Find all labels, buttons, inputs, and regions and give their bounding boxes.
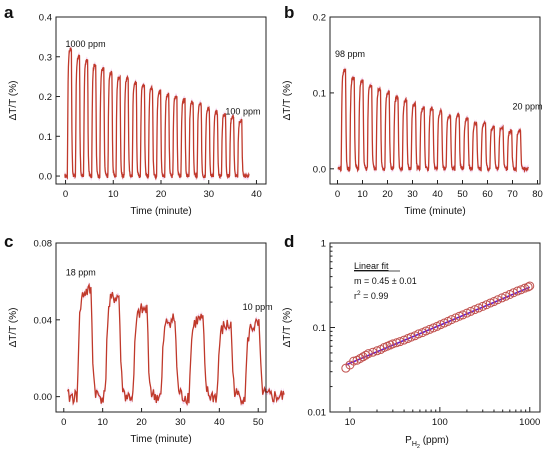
d-y-axis-label: ΔT/T (%)	[282, 308, 293, 348]
panel-a: a 0 10 20 30 40 0.0 0.1 0.2 0.3 0.4 Time (minute) ΔT…	[4, 3, 267, 217]
b-x-tick-label: 50	[457, 189, 468, 200]
d-data-point	[368, 347, 378, 357]
d-data-point	[481, 300, 491, 310]
d-x-tick-label: 100	[432, 417, 448, 428]
d-x-axis-label-sub: H	[412, 441, 417, 448]
b-x-tick-label: 0	[335, 189, 340, 200]
a-x-tick-label: 20	[156, 189, 167, 200]
c-plot-frame	[55, 242, 267, 413]
panel-c: c 0 10 20 30 40 50 0.00 0.04 0.08 Time (minute) ΔT/…	[4, 232, 285, 445]
b-x-tick-label: 20	[382, 189, 393, 200]
d-legend-r2-sup: 2	[357, 290, 361, 297]
panel-b: b 0 10 20 30 40 50 60 70 80 0.0 0.1 0.2 Time (minute)…	[282, 3, 543, 217]
b-x-tick-label: 70	[507, 189, 518, 200]
c-x-tick-label: 20	[136, 417, 147, 428]
c-x-tick-label: 50	[253, 417, 264, 428]
b-annotation: 98 ppm	[335, 49, 365, 59]
d-data-point	[466, 306, 476, 316]
c-y-tick-label: 0.08	[34, 239, 53, 250]
b-trace-line	[337, 68, 529, 173]
b-plot-frame	[329, 16, 541, 185]
d-data-point	[474, 303, 484, 313]
d-legend-slope: m = 0.45 ± 0.01	[354, 276, 417, 286]
b-annotation: 20 ppm	[513, 102, 543, 112]
d-data-point	[349, 356, 359, 366]
a-x-tick-label: 10	[108, 189, 119, 200]
b-x-tick-label: 30	[407, 189, 418, 200]
c-x-tick-label: 0	[61, 417, 66, 428]
a-annotation: 100 ppm	[225, 106, 260, 116]
d-data-point	[493, 295, 503, 305]
d-x-tick-label: 1000	[519, 417, 540, 428]
d-data-point	[363, 349, 373, 359]
d-data-point	[525, 281, 535, 291]
d-data-point	[458, 310, 468, 320]
panel-letter-c: c	[4, 232, 13, 251]
a-y-tick-label: 0.4	[39, 13, 52, 24]
a-trace-line	[64, 47, 250, 181]
panel-letter-d: d	[284, 232, 294, 251]
a-annotation: 1000 ppm	[66, 39, 106, 49]
c-trace-line	[67, 282, 285, 406]
a-y-tick-label: 0.0	[39, 172, 52, 183]
b-x-tick-label: 80	[532, 189, 543, 200]
b-x-axis-label: Time (minute)	[404, 206, 465, 217]
d-data-point	[501, 291, 511, 301]
b-y-tick-label: 0.2	[313, 13, 326, 24]
d-y-tick-label: 0.01	[308, 408, 327, 419]
d-data-point	[470, 305, 480, 315]
c-y-tick-label: 0.00	[34, 392, 53, 403]
b-x-tick-label: 10	[357, 189, 368, 200]
d-x-axis-label-subsub: 2	[417, 444, 420, 450]
c-x-tick-label: 10	[97, 417, 108, 428]
d-y-tick-label: 1	[321, 239, 326, 250]
c-x-tick-label: 40	[214, 417, 225, 428]
c-y-tick-label: 0.04	[34, 315, 53, 326]
panel-letter-a: a	[4, 3, 14, 22]
c-annotation: 18 ppm	[66, 268, 96, 278]
d-data-point	[372, 346, 382, 356]
d-data-point	[523, 282, 533, 292]
d-y-tick-label: 0.1	[313, 323, 326, 334]
a-y-tick-label: 0.3	[39, 52, 52, 63]
b-x-tick-label: 60	[482, 189, 493, 200]
d-x-axis-label: PH2 (ppm)	[405, 435, 449, 450]
d-data-point	[395, 337, 405, 347]
a-x-tick-label: 0	[63, 189, 68, 200]
d-data-point	[358, 352, 368, 362]
d-data-point	[406, 332, 416, 342]
c-x-axis-label: Time (minute)	[130, 434, 191, 445]
panel-letter-b: b	[284, 3, 294, 22]
a-x-tick-label: 30	[203, 189, 214, 200]
c-y-axis-label: ΔT/T (%)	[8, 308, 19, 348]
d-data-point	[509, 288, 519, 298]
d-legend-r2-main: r	[354, 291, 357, 301]
d-legend-title: Linear fit	[354, 261, 389, 271]
b-y-tick-label: 0.0	[313, 164, 326, 175]
d-legend-r2-rest: = 0.99	[361, 291, 389, 301]
a-x-tick-label: 40	[251, 189, 262, 200]
c-x-tick-label: 30	[175, 417, 186, 428]
d-data-point	[447, 315, 457, 325]
d-x-tick-label: 10	[345, 417, 356, 428]
a-y-tick-label: 0.1	[39, 132, 52, 143]
d-x-axis-label-unit: (ppm)	[420, 435, 449, 446]
d-legend-r2: r2 = 0.99	[354, 290, 388, 301]
b-y-tick-label: 0.1	[313, 88, 326, 99]
a-y-tick-label: 0.2	[39, 92, 52, 103]
d-x-axis-label-main: P	[405, 435, 412, 446]
b-x-tick-label: 40	[432, 189, 443, 200]
c-annotation: 10 ppm	[243, 302, 273, 312]
b-y-axis-label: ΔT/T (%)	[282, 81, 293, 121]
a-y-axis-label: ΔT/T (%)	[8, 81, 19, 121]
a-x-axis-label: Time (minute)	[130, 206, 191, 217]
